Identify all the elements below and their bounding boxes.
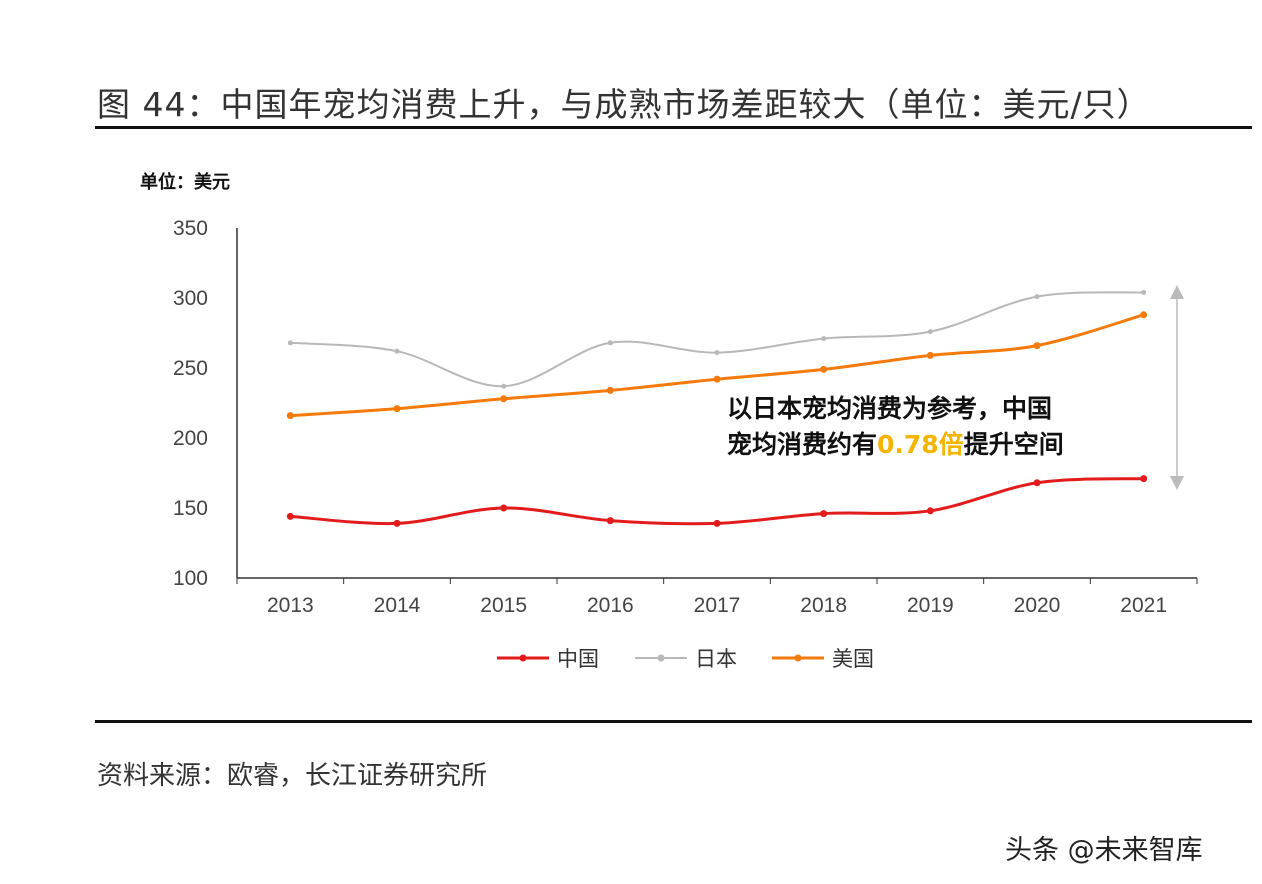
source-rule: [95, 720, 1252, 723]
data-point: [286, 512, 294, 520]
series-line-中国: [290, 477, 1144, 526]
data-point: [1033, 479, 1041, 487]
data-point: [926, 507, 934, 515]
y-tick-label: 100: [173, 567, 208, 590]
x-tick-label: 2019: [907, 594, 954, 617]
annotation-highlight: 0.78倍: [877, 430, 964, 459]
legend-label: 日本: [695, 647, 737, 671]
data-point: [606, 517, 614, 525]
data-point: [607, 340, 613, 346]
y-axis-label: 单位：美元: [140, 172, 230, 193]
data-point: [1140, 311, 1148, 319]
data-point: [500, 504, 508, 512]
y-tick-label: 250: [173, 357, 208, 380]
x-tick-label: 2016: [587, 594, 634, 617]
data-point: [1033, 342, 1041, 350]
annotation-line1: 以日本宠均消费为参考，中国: [727, 394, 1053, 423]
arrow-head-down: [1170, 476, 1184, 490]
legend-marker: [794, 654, 802, 662]
data-point: [714, 350, 720, 356]
annotation-line2: 宠均消费约有0.78倍提升空间: [727, 427, 1064, 463]
figure-title: 图 44：中国年宠均消费上升，与成熟市场差距较大（单位：美元/只）: [97, 85, 1151, 124]
data-point: [713, 375, 721, 383]
series-line-日本: [290, 291, 1144, 388]
data-point: [394, 348, 400, 354]
data-point: [287, 340, 293, 346]
data-point: [286, 412, 294, 420]
data-point: [1034, 294, 1040, 300]
y-tick-label: 150: [173, 497, 208, 520]
data-point: [927, 329, 933, 335]
data-point: [606, 386, 614, 394]
data-point: [393, 405, 401, 413]
title-rule: [95, 126, 1252, 129]
source-note: 资料来源：欧睿，长江证券研究所: [97, 761, 488, 791]
x-tick-label: 2020: [1014, 594, 1061, 617]
x-tick-label: 2014: [374, 594, 421, 617]
y-tick-label: 200: [173, 427, 208, 450]
annotation-text: 提升空间: [963, 430, 1064, 459]
legend-label: 美国: [832, 647, 874, 671]
data-point: [820, 510, 828, 518]
arrow-head-up: [1170, 285, 1184, 299]
data-point: [926, 351, 934, 359]
legend-marker: [519, 654, 527, 662]
y-tick-label: 300: [173, 287, 208, 310]
data-point: [820, 365, 828, 373]
data-point: [713, 519, 721, 527]
x-tick-label: 2015: [480, 594, 527, 617]
legend-label: 中国: [557, 647, 599, 671]
data-point: [1141, 289, 1147, 295]
annotation: 以日本宠均消费为参考，中国 宠均消费约有0.78倍提升空间: [727, 391, 1064, 463]
x-tick-label: 2013: [267, 594, 314, 617]
data-point: [501, 383, 507, 389]
data-point: [1140, 475, 1148, 483]
data-point: [821, 336, 827, 342]
x-tick-label: 2021: [1120, 594, 1167, 617]
data-point: [500, 395, 508, 403]
legend-marker: [657, 654, 665, 662]
y-tick-label: 350: [173, 217, 208, 240]
x-tick-label: 2017: [694, 594, 741, 617]
x-tick-label: 2018: [800, 594, 847, 617]
watermark: 头条 @未来智库: [1005, 835, 1203, 866]
data-point: [393, 519, 401, 527]
annotation-text: 宠均消费约有: [727, 430, 878, 459]
